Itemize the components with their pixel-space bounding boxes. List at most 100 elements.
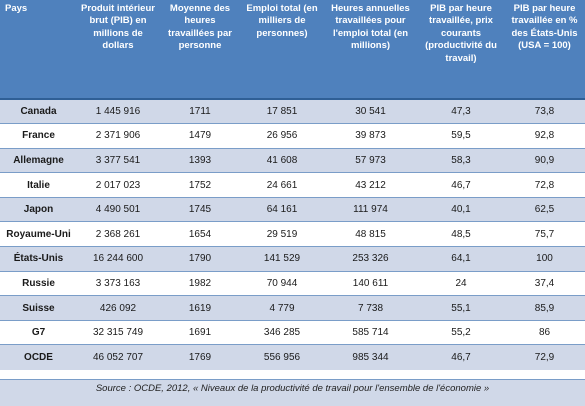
cell-avg-hours: 1711 xyxy=(159,98,241,124)
cell-avg-hours: 1982 xyxy=(159,270,241,296)
cell-gdp-per-hour: 24 xyxy=(418,270,504,296)
cell-gdp-per-hour: 55,2 xyxy=(418,319,504,345)
cell-employment: 24 661 xyxy=(241,172,323,198)
cell-gdp: 3 373 163 xyxy=(77,270,159,296)
table-header: Pays Produit intérieur brut (PIB) en mil… xyxy=(0,0,585,100)
cell-avg-hours: 1479 xyxy=(159,123,241,149)
cell-gdp-per-hour: 46,7 xyxy=(418,172,504,198)
header-employment: Emploi total (en milliers de personnes) xyxy=(241,0,323,100)
cell-avg-hours: 1790 xyxy=(159,246,241,272)
cell-gdp-per-hour-pct-us: 72,8 xyxy=(504,172,585,198)
cell-country: Russie xyxy=(0,270,77,296)
cell-gdp-per-hour: 55,1 xyxy=(418,295,504,321)
cell-employment: 64 161 xyxy=(241,196,323,222)
cell-avg-hours: 1745 xyxy=(159,196,241,222)
cell-gdp: 2 371 906 xyxy=(77,123,159,149)
table-row: Canada 1 445 916 1711 17 851 30 541 47,3 73,8 xyxy=(0,98,585,124)
productivity-table: Pays Produit intérieur brut (PIB) en mil… xyxy=(0,0,585,370)
cell-country: G7 xyxy=(0,319,77,345)
cell-annual-hours: 43 212 xyxy=(323,172,418,198)
cell-employment: 70 944 xyxy=(241,270,323,296)
cell-employment: 41 608 xyxy=(241,147,323,173)
table-row: États-Unis 16 244 600 1790 141 529 253 326 64… xyxy=(0,246,585,272)
table-body: Canada 1 445 916 1711 17 851 30 541 47,3 73,8 F… xyxy=(0,98,585,370)
cell-gdp-per-hour: 46,7 xyxy=(418,344,504,370)
cell-annual-hours: 985 344 xyxy=(323,344,418,370)
cell-gdp-per-hour-pct-us: 62,5 xyxy=(504,196,585,222)
cell-annual-hours: 48 815 xyxy=(323,221,418,247)
cell-avg-hours: 1393 xyxy=(159,147,241,173)
table-row: Allemagne 3 377 541 1393 41 608 57 973 58,3 90… xyxy=(0,147,585,173)
cell-annual-hours: 253 326 xyxy=(323,246,418,272)
cell-annual-hours: 111 974 xyxy=(323,196,418,222)
header-avg-hours: Moyenne des heures travaillées par perso… xyxy=(159,0,241,100)
cell-gdp: 4 490 501 xyxy=(77,196,159,222)
cell-country: Allemagne xyxy=(0,147,77,173)
header-country: Pays xyxy=(0,0,77,100)
cell-country: Suisse xyxy=(0,295,77,321)
cell-gdp-per-hour-pct-us: 86 xyxy=(504,319,585,345)
cell-annual-hours: 30 541 xyxy=(323,98,418,124)
cell-gdp-per-hour-pct-us: 75,7 xyxy=(504,221,585,247)
table-row: OCDE 46 052 707 1769 556 956 985 344 46,7 72,9 xyxy=(0,344,585,370)
cell-gdp-per-hour-pct-us: 73,8 xyxy=(504,98,585,124)
cell-avg-hours: 1752 xyxy=(159,172,241,198)
cell-gdp-per-hour: 47,3 xyxy=(418,98,504,124)
cell-gdp: 32 315 749 xyxy=(77,319,159,345)
cell-annual-hours: 57 973 xyxy=(323,147,418,173)
header-gdp-per-hour-pct-us: PIB par heure travaillée en % des États-… xyxy=(504,0,585,100)
table-row: Japon 4 490 501 1745 64 161 111 974 40,1 62,5 xyxy=(0,196,585,222)
table-row: Royaume-Uni 2 368 261 1654 29 519 48 815 48,5… xyxy=(0,221,585,247)
cell-gdp-per-hour: 40,1 xyxy=(418,196,504,222)
cell-country: France xyxy=(0,123,77,149)
cell-country: Royaume-Uni xyxy=(0,221,77,247)
table-row: G7 32 315 749 1691 346 285 585 714 55,2 86 xyxy=(0,319,585,345)
cell-country: États-Unis xyxy=(0,246,77,272)
cell-annual-hours: 585 714 xyxy=(323,319,418,345)
table-row: Russie 3 373 163 1982 70 944 140 611 24 37,4 xyxy=(0,270,585,296)
cell-gdp-per-hour-pct-us: 92,8 xyxy=(504,123,585,149)
cell-gdp-per-hour-pct-us: 37,4 xyxy=(504,270,585,296)
cell-avg-hours: 1619 xyxy=(159,295,241,321)
cell-employment: 29 519 xyxy=(241,221,323,247)
cell-country: OCDE xyxy=(0,344,77,370)
cell-gdp: 1 445 916 xyxy=(77,98,159,124)
cell-gdp-per-hour-pct-us: 72,9 xyxy=(504,344,585,370)
cell-gdp: 16 244 600 xyxy=(77,246,159,272)
cell-avg-hours: 1769 xyxy=(159,344,241,370)
cell-gdp-per-hour: 59,5 xyxy=(418,123,504,149)
header-gdp-per-hour: PIB par heure travaillée, prix courants … xyxy=(418,0,504,100)
table-row: France 2 371 906 1479 26 956 39 873 59,5 92,8 xyxy=(0,123,585,149)
cell-gdp-per-hour-pct-us: 90,9 xyxy=(504,147,585,173)
cell-employment: 26 956 xyxy=(241,123,323,149)
cell-employment: 556 956 xyxy=(241,344,323,370)
cell-gdp: 46 052 707 xyxy=(77,344,159,370)
cell-employment: 141 529 xyxy=(241,246,323,272)
cell-gdp-per-hour-pct-us: 100 xyxy=(504,246,585,272)
cell-gdp-per-hour: 64,1 xyxy=(418,246,504,272)
header-gdp: Produit intérieur brut (PIB) en millions… xyxy=(77,0,159,100)
cell-avg-hours: 1654 xyxy=(159,221,241,247)
cell-country: Canada xyxy=(0,98,77,124)
cell-gdp-per-hour: 58,3 xyxy=(418,147,504,173)
cell-gdp: 2 368 261 xyxy=(77,221,159,247)
cell-annual-hours: 140 611 xyxy=(323,270,418,296)
table-row: Suisse 426 092 1619 4 779 7 738 55,1 85,9 xyxy=(0,295,585,321)
cell-employment: 4 779 xyxy=(241,295,323,321)
cell-country: Japon xyxy=(0,196,77,222)
cell-employment: 17 851 xyxy=(241,98,323,124)
cell-gdp-per-hour-pct-us: 85,9 xyxy=(504,295,585,321)
table-row: Italie 2 017 023 1752 24 661 43 212 46,7 72,8 xyxy=(0,172,585,198)
cell-avg-hours: 1691 xyxy=(159,319,241,345)
cell-gdp-per-hour: 48,5 xyxy=(418,221,504,247)
cell-annual-hours: 7 738 xyxy=(323,295,418,321)
cell-country: Italie xyxy=(0,172,77,198)
cell-annual-hours: 39 873 xyxy=(323,123,418,149)
cell-gdp: 426 092 xyxy=(77,295,159,321)
cell-gdp: 2 017 023 xyxy=(77,172,159,198)
header-annual-hours: Heures annuelles travaillées pour l'empl… xyxy=(323,0,418,100)
header-row: Pays Produit intérieur brut (PIB) en mil… xyxy=(0,0,585,100)
cell-employment: 346 285 xyxy=(241,319,323,345)
cell-gdp: 3 377 541 xyxy=(77,147,159,173)
